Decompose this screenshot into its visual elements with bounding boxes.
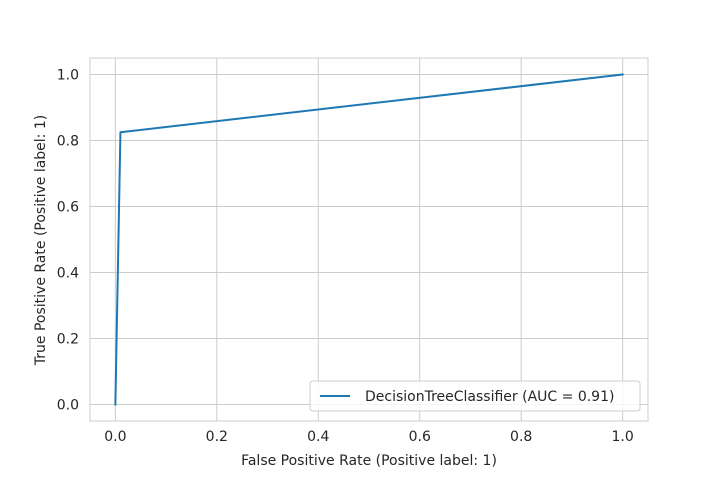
plot-background: [90, 58, 648, 421]
y-tick-label: 1.0: [57, 68, 79, 84]
y-tick-label: 0.8: [57, 134, 79, 150]
y-tick-label: 0.0: [57, 398, 79, 414]
legend-entry: DecisionTreeClassifier (AUC = 0.91): [365, 389, 614, 405]
y-tick-label: 0.2: [57, 332, 79, 348]
legend-box: [309, 380, 641, 412]
y-tick-label: 0.6: [57, 200, 79, 216]
series-layer: [114, 73, 624, 406]
x-tick-label: 0.4: [307, 429, 329, 445]
x-axis-label: False Positive Rate (Positive label: 1): [241, 453, 497, 469]
plot-frame: [89, 57, 649, 422]
x-tick-label: 0.0: [104, 429, 126, 445]
x-tick-labels: 0.0 0.2 0.4 0.6 0.8 1.0: [104, 429, 634, 445]
x-tick-label: 1.0: [612, 429, 634, 445]
legend: DecisionTreeClassifier (AUC = 0.91): [309, 380, 641, 412]
roc-curve-line: [114, 73, 624, 406]
y-axis-label: True Positive Rate (Positive label: 1): [33, 115, 49, 366]
x-tick-label: 0.6: [409, 429, 431, 445]
y-tick-label: 0.4: [57, 266, 79, 282]
grid: [90, 58, 648, 421]
y-tick-labels: 0.0 0.2 0.4 0.6 0.8 1.0: [57, 68, 79, 414]
x-tick-label: 0.8: [510, 429, 532, 445]
x-tick-label: 0.2: [206, 429, 228, 445]
